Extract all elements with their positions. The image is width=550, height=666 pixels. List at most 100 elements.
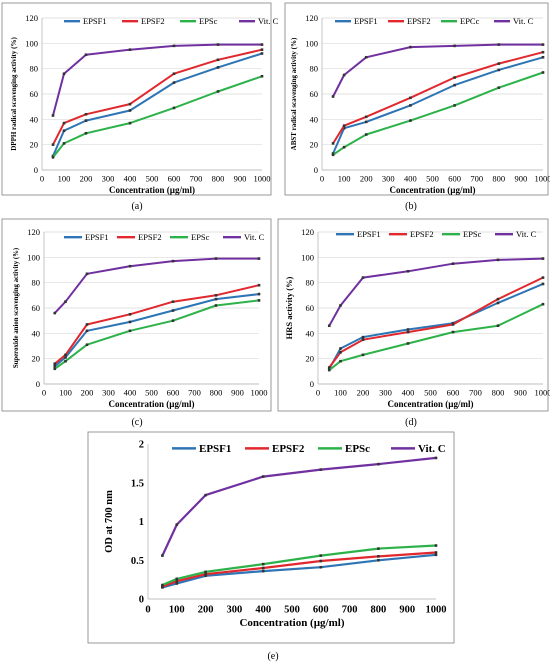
legend-label: EPSF2	[272, 443, 305, 455]
series-line	[328, 276, 544, 369]
data-point-marker	[339, 359, 342, 363]
y-tick-label: 60	[306, 303, 315, 313]
x-tick-label: 700	[342, 605, 358, 616]
data-point-marker	[84, 119, 88, 122]
panel-caption: (c)	[131, 417, 142, 428]
x-tick-label: 600	[447, 388, 460, 398]
data-point-marker	[161, 583, 164, 587]
x-tick-label: 300	[382, 174, 395, 184]
data-point-marker	[171, 300, 175, 303]
x-tick-label: 100	[59, 388, 72, 398]
x-tick-label: 1000	[251, 388, 268, 398]
legend-label: EPSF2	[410, 229, 434, 239]
x-tick-label: 800	[210, 388, 223, 398]
data-point-marker	[172, 106, 176, 110]
panel-caption: (a)	[131, 201, 142, 212]
x-tick-label: 1000	[426, 605, 447, 616]
y-tick-label: 80	[32, 278, 41, 288]
legend-label: Vit. C	[418, 443, 446, 455]
x-tick-label: 900	[515, 174, 528, 184]
legend-label: Vit. C	[258, 16, 279, 26]
y-tick-label: 80	[306, 278, 315, 288]
legend-label: EPSF1	[354, 16, 378, 26]
x-tick-label: 300	[379, 388, 392, 398]
data-point-marker	[175, 579, 179, 583]
y-tick-label: 0	[139, 595, 144, 606]
data-point-marker	[53, 364, 57, 368]
y-tick-label: 120	[27, 227, 40, 237]
data-point-marker	[84, 131, 88, 135]
legend-label: Vit. C	[516, 229, 537, 239]
data-point-marker	[172, 44, 176, 48]
panel-border	[1, 2, 272, 196]
chart-panel-c: 0 20 40 60 80 100 120 0 100 200 300 400 500 600 700 800…	[1, 218, 272, 412]
x-tick-label: 0	[42, 388, 46, 398]
data-point-marker	[214, 297, 218, 301]
y-tick-label: 120	[301, 227, 314, 237]
x-tick-label: 800	[492, 174, 505, 184]
data-point-marker	[541, 50, 545, 54]
data-point-marker	[361, 338, 365, 341]
x-tick-label: 800	[371, 605, 387, 616]
data-point-marker	[331, 95, 335, 98]
legend-label: EPCc	[460, 16, 480, 26]
x-tick-label: 1000	[535, 388, 550, 398]
y-tick-label: 120	[25, 13, 38, 23]
panel-caption: (d)	[405, 417, 417, 428]
data-point-marker	[409, 119, 412, 122]
x-tick-label: 600	[448, 174, 461, 184]
x-tick-label: 400	[124, 388, 137, 398]
y-tick-label: 2	[139, 440, 144, 451]
data-point-marker	[261, 569, 265, 573]
data-point-marker	[172, 81, 176, 84]
y-tick-label: 40	[306, 328, 315, 338]
data-point-marker	[342, 124, 346, 127]
data-point-marker	[128, 313, 132, 316]
data-point-marker	[84, 112, 88, 116]
legend-label: EPSF1	[85, 232, 109, 242]
data-point-marker	[377, 547, 380, 550]
data-point-marker	[541, 71, 545, 74]
x-axis-label: Concentration (µg/ml)	[109, 399, 195, 409]
data-point-marker	[261, 562, 265, 566]
data-point-marker	[85, 343, 89, 347]
data-point-marker	[257, 283, 261, 287]
data-point-marker	[204, 570, 207, 574]
x-tick-label: 700	[469, 388, 482, 398]
legend-label: EPSF1	[83, 16, 107, 26]
y-tick-label: 0	[310, 379, 314, 389]
y-tick-label: 0	[36, 379, 40, 389]
data-point-marker	[496, 301, 500, 305]
data-point-marker	[51, 114, 55, 117]
x-tick-label: 600	[167, 388, 180, 398]
data-point-marker	[339, 304, 342, 307]
y-tick-label: 100	[305, 38, 318, 48]
data-point-marker	[319, 554, 323, 557]
data-point-marker	[342, 145, 346, 149]
x-tick-label: 0	[320, 174, 324, 184]
x-tick-label: 800	[212, 174, 225, 184]
data-point-marker	[62, 121, 66, 125]
legend-label: EPSF1	[357, 229, 381, 239]
legend-label: EPSF2	[138, 232, 162, 242]
chart-panel-d: 0 20 40 60 80 100 120 0 100 200 300 400 500 600 700 800…	[277, 218, 550, 412]
data-point-marker	[331, 153, 335, 157]
x-tick-label: 500	[146, 174, 159, 184]
x-tick-label: 300	[102, 174, 115, 184]
data-point-marker	[51, 156, 55, 159]
y-axis-label: OD at 700 nm	[104, 490, 115, 553]
panel-border	[1, 218, 272, 412]
data-point-marker	[62, 72, 66, 76]
data-point-marker	[541, 282, 545, 286]
data-point-marker	[364, 55, 368, 59]
data-point-marker	[53, 311, 57, 315]
data-point-marker	[171, 319, 175, 322]
panel-border	[277, 218, 549, 412]
x-tick-label: 500	[145, 388, 158, 398]
data-point-marker	[434, 551, 438, 554]
data-point-marker	[319, 468, 323, 471]
data-point-marker	[361, 335, 365, 339]
y-tick-label: 1	[139, 517, 144, 528]
data-point-marker	[451, 330, 455, 334]
data-point-marker	[434, 553, 438, 557]
